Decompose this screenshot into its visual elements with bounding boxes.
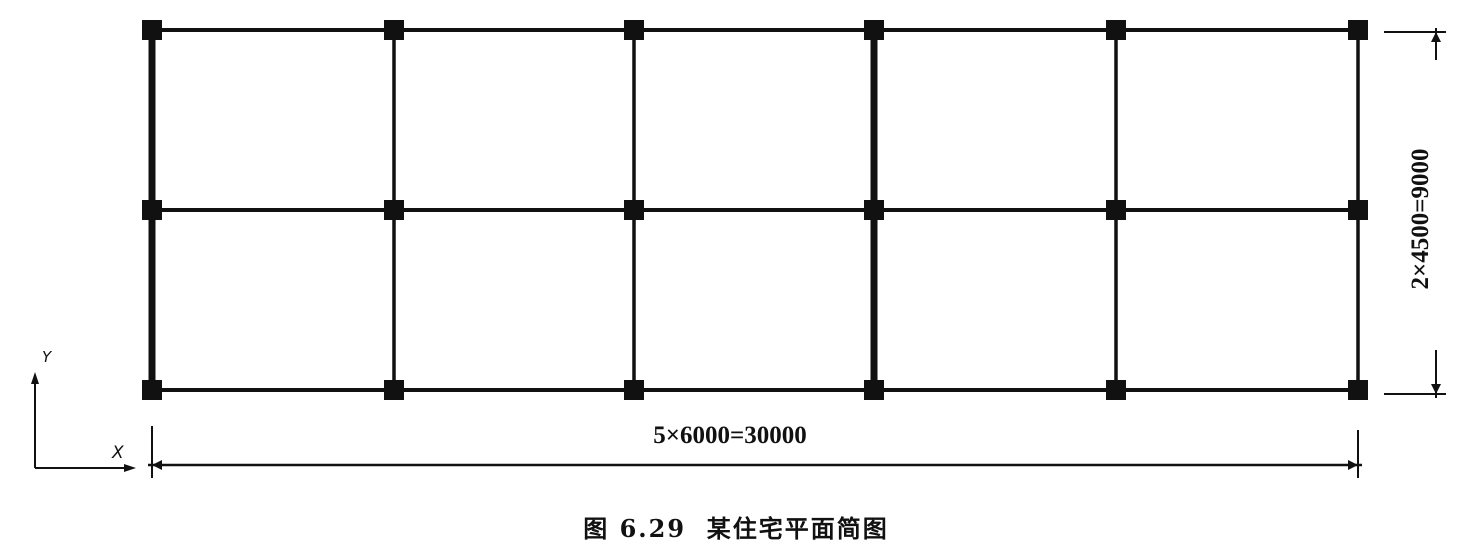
figure-caption: 图 6.29 某住宅平面简图 bbox=[583, 514, 889, 543]
coordinate-axes: Y X bbox=[31, 348, 136, 472]
vertical-dimension: 2×4500=9000 bbox=[1384, 28, 1446, 398]
horizontal-dimension: 5×6000=30000 bbox=[148, 422, 1362, 478]
column-node bbox=[384, 380, 404, 400]
column-node bbox=[1106, 380, 1126, 400]
horizontal-dimension-label: 5×6000=30000 bbox=[653, 422, 807, 449]
column-node bbox=[864, 200, 884, 220]
column-node bbox=[1348, 380, 1368, 400]
column-node bbox=[142, 20, 162, 40]
column-node bbox=[624, 380, 644, 400]
column-node bbox=[624, 200, 644, 220]
column-node bbox=[142, 200, 162, 220]
column-node bbox=[384, 20, 404, 40]
column-node bbox=[142, 380, 162, 400]
column-node bbox=[864, 20, 884, 40]
column-node bbox=[384, 200, 404, 220]
y-axis-label: Y bbox=[42, 348, 53, 366]
column-node bbox=[1348, 200, 1368, 220]
structural-frame bbox=[142, 20, 1368, 400]
vertical-dimension-label: 2×4500=9000 bbox=[1407, 149, 1434, 290]
column-node bbox=[1348, 20, 1368, 40]
column-node bbox=[624, 20, 644, 40]
column-node bbox=[864, 380, 884, 400]
column-node bbox=[1106, 20, 1126, 40]
x-axis-label: X bbox=[111, 443, 124, 463]
column-node bbox=[1106, 200, 1126, 220]
